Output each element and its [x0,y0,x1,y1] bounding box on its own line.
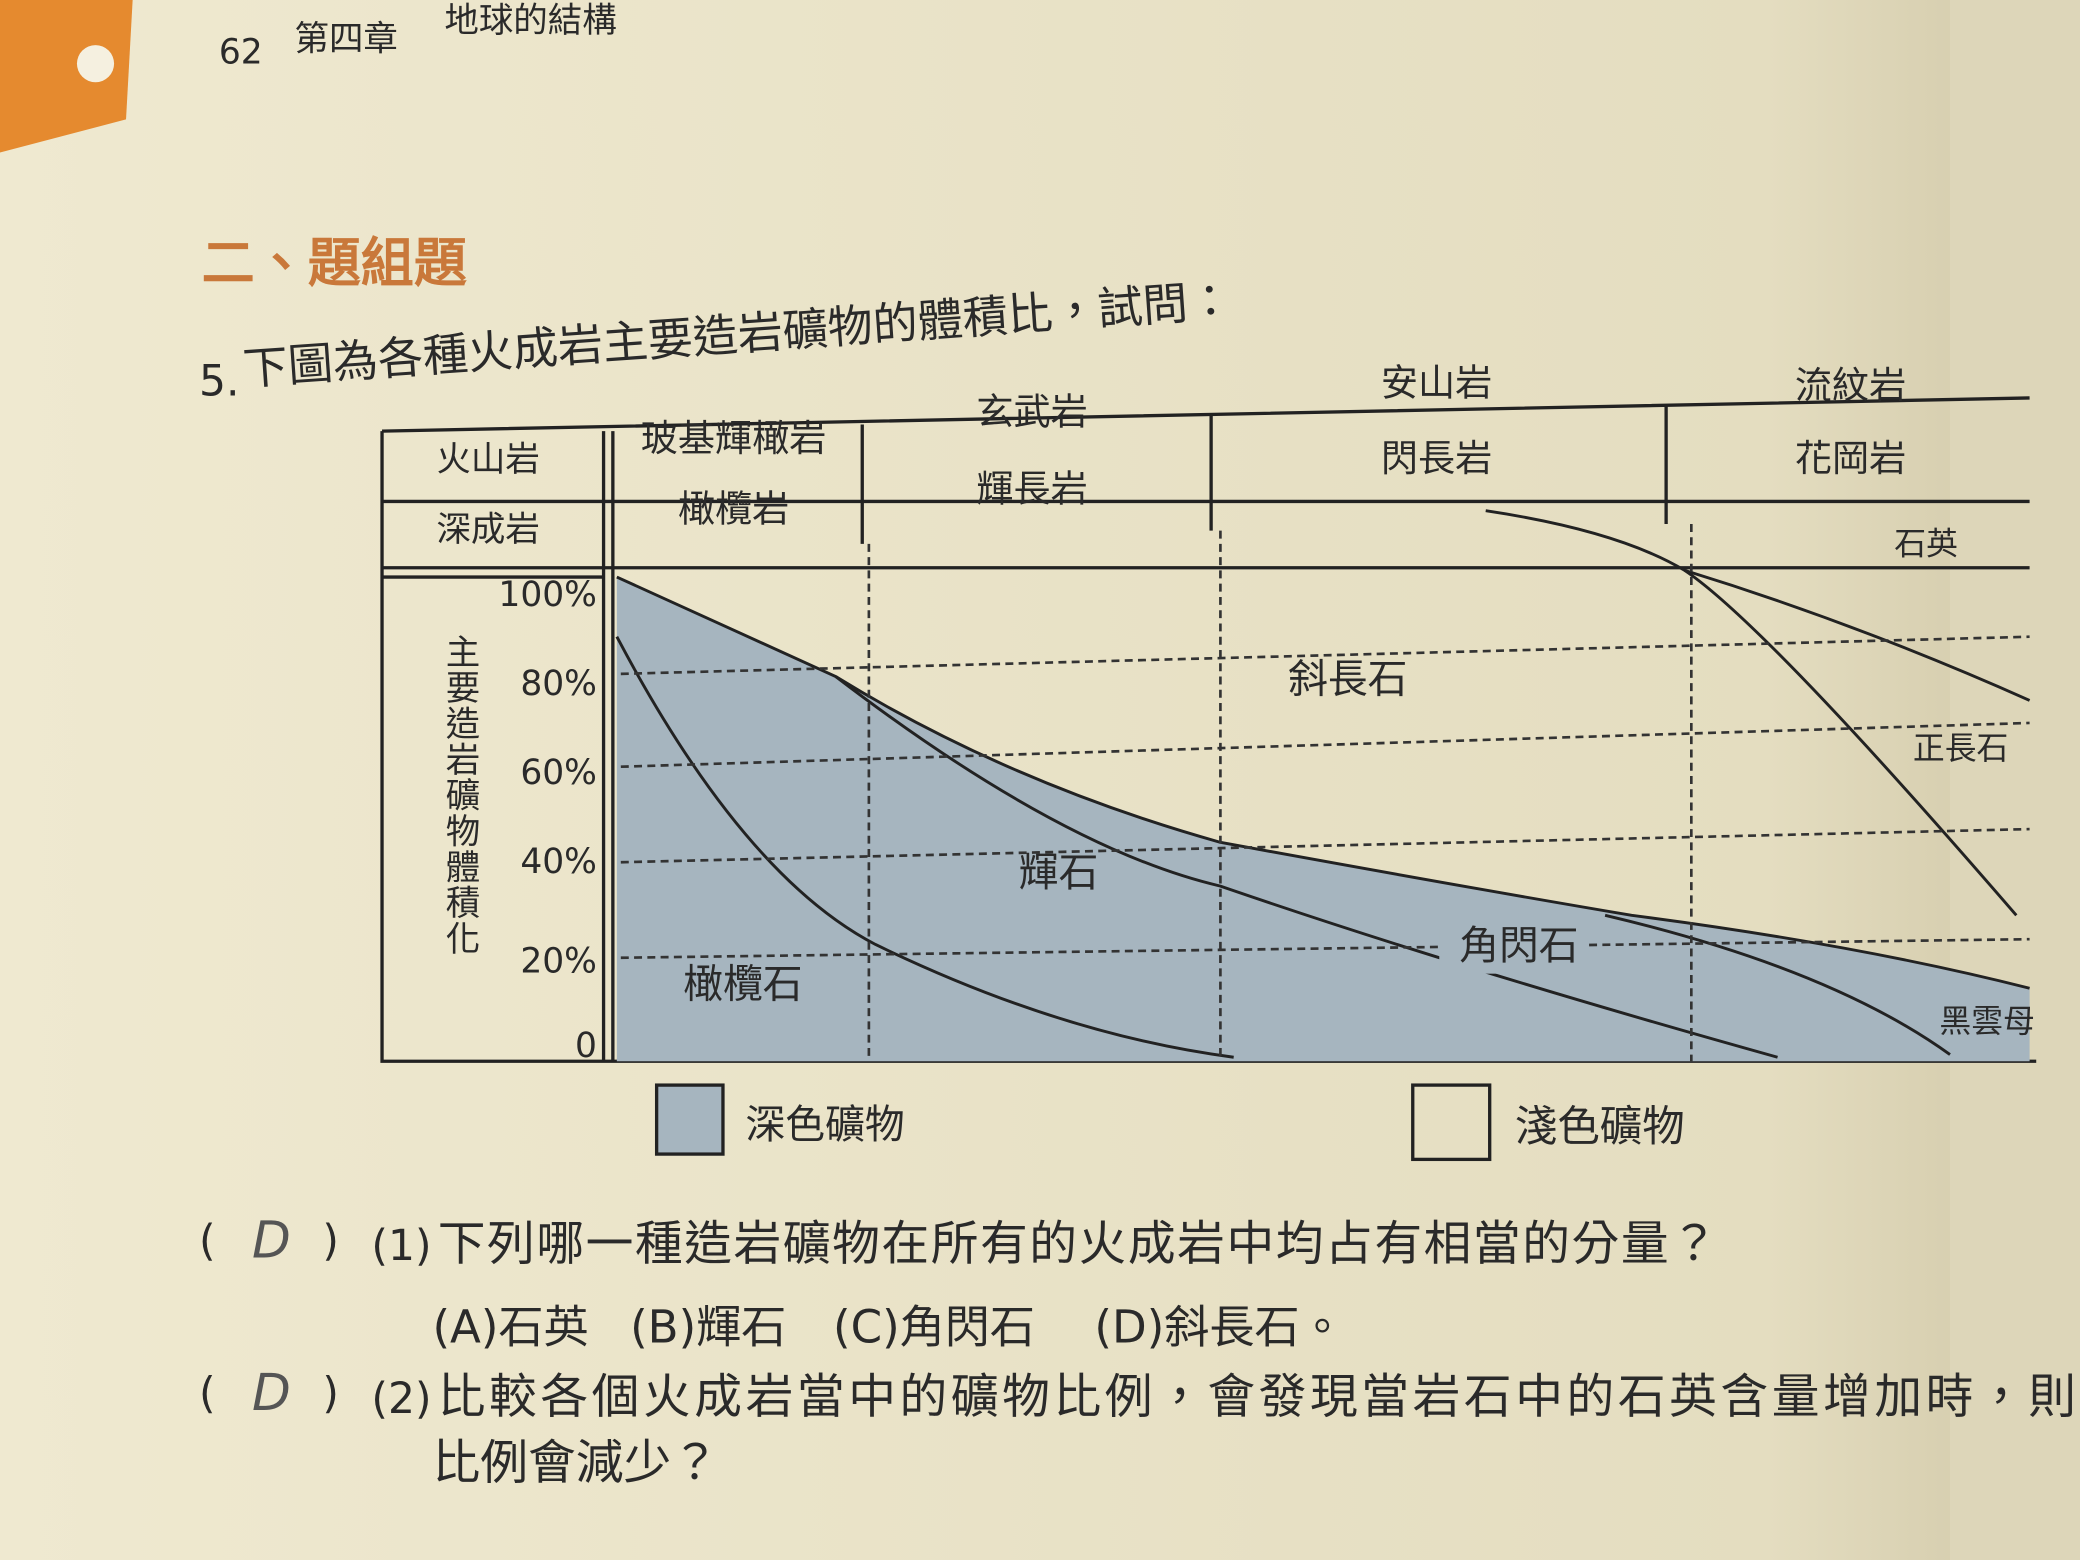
mineral-label: 正長石 [1913,729,2009,767]
corner-tab [0,0,133,153]
orthoclase-curve [1683,569,2018,917]
plutonic-rock: 橄欖岩 [678,487,789,530]
subquestion-text: 下列哪一種造岩礦物在所有的火成岩中均占有相當的分量？ [438,1217,1718,1272]
mineral-label: 黑雲母 [1939,1002,2035,1040]
mineral-label: 斜長石 [1288,656,1407,702]
subquestion-text: 比例會減少？ [432,1436,719,1491]
handwritten-answer: D [252,1363,291,1422]
paren: ) [322,1369,339,1418]
dark-minerals-area [616,577,2030,1062]
mineral-label: 輝石 [1019,850,1099,896]
paren: ) [322,1217,339,1266]
y-tick-label: 100% [498,575,597,615]
plutonic-rock: 輝長岩 [976,467,1087,510]
next-page [1950,0,2080,1560]
diagram-frame [380,396,2037,1063]
volcanic-rock: 玄武岩 [976,390,1087,433]
option: (A)石英 [432,1300,588,1353]
y-tick-label: 40% [520,842,597,882]
row-label: 火山岩 [436,440,539,480]
column-dividers [860,404,1668,544]
mineral-label: 角閃石 [1459,923,1578,969]
tab-dot [76,45,115,83]
plutonic-rock: 花岡岩 [1795,437,1906,480]
mineral-label: 橄欖石 [683,962,802,1008]
legend-swatch [654,1083,725,1156]
row-label: 深成岩 [436,510,539,550]
paren: ( [199,1369,216,1418]
quartz-curve [1485,509,2031,702]
chapter-title: 地球的結構 [444,1,616,41]
boundary-curve [616,575,2030,990]
question-number: 5. [199,357,239,406]
olivine-curve [615,636,1234,1059]
option: (B)輝石 [630,1300,786,1353]
subquestion-number: (2) [371,1375,431,1424]
grid-lines [620,523,2030,1062]
plutonic-rock: 閃長岩 [1381,437,1492,480]
y-tick-label: 0 [575,1026,597,1066]
legend-label: 深色礦物 [746,1102,905,1148]
subquestion-number: (1) [371,1222,431,1271]
diagram: 火山岩 深成岩 [380,396,2037,1063]
y-tick-label: 20% [520,941,597,981]
mineral-label: 石英 [1894,524,1958,562]
section-title: 二、題組題 [202,232,467,294]
page-number: 62 [219,33,263,73]
y-tick-label: 80% [520,664,597,704]
label-bg [1439,928,1586,974]
legend-label: 淺色礦物 [1515,1103,1685,1152]
paren: ( [199,1217,216,1266]
option: (D)斜長石。 [1094,1300,1344,1353]
option: (C)角閃石 [833,1300,1035,1353]
y-axis-label: 主要造岩礦物體積化 [439,634,480,956]
handwritten-answer: D [252,1211,291,1270]
volcanic-rock: 玻基輝橄岩 [641,417,827,460]
legend-swatch [1411,1083,1492,1162]
pyroxene-curve [834,675,1778,1059]
volcanic-rock: 流紋岩 [1795,364,1906,407]
chapter: 第四章 [294,19,397,59]
y-tick-label: 60% [520,753,597,793]
volcanic-rock: 安山岩 [1381,361,1492,404]
amphibole-curve [1604,913,1951,1056]
